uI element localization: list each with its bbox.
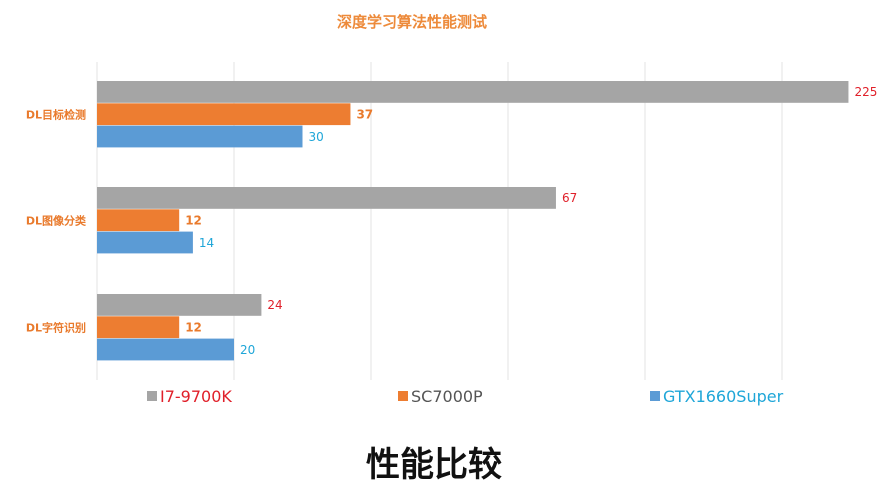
bars: 225 37 30 67 12 14 24 12 20	[97, 81, 877, 361]
data-label: 67	[562, 191, 577, 205]
data-label: 30	[309, 130, 324, 144]
legend-label: SC7000P	[411, 387, 483, 406]
bar-gtx1660super	[97, 125, 303, 148]
bar-i7-9700k	[97, 294, 262, 316]
bar-i7-9700k	[97, 187, 556, 209]
bar-sc7000p	[97, 103, 351, 126]
chart-title: 深度学习算法性能测试	[337, 13, 487, 31]
legend-item-i7-9700k: I7-9700K	[147, 387, 232, 406]
legend-swatch	[398, 391, 408, 401]
data-label: 12	[185, 213, 202, 227]
category-label: DL目标检测	[26, 107, 86, 121]
bar-gtx1660super	[97, 338, 234, 361]
data-label: 20	[240, 343, 255, 357]
data-label: 37	[356, 107, 373, 121]
legend-label: I7-9700K	[160, 387, 232, 406]
category-label: DL字符识别	[26, 320, 86, 334]
data-label: 225	[854, 85, 877, 99]
bar-sc7000p	[97, 316, 180, 339]
legend-swatch	[650, 391, 660, 401]
legend-item-sc7000p: SC7000P	[398, 387, 483, 406]
data-label: 14	[199, 236, 214, 250]
bar-sc7000p	[97, 209, 180, 232]
data-label: 12	[185, 320, 202, 334]
legend-item-gtx1660super: GTX1660Super	[650, 387, 784, 406]
data-label: 24	[267, 298, 282, 312]
legend-swatch	[147, 391, 157, 401]
chart-caption: 性能比较	[366, 445, 502, 485]
bar-i7-9700k	[97, 81, 849, 103]
legend-label: GTX1660Super	[663, 387, 784, 406]
category-label: DL图像分类	[26, 213, 87, 227]
legend: I7-9700K SC7000P GTX1660Super	[147, 387, 784, 406]
category-labels: DL目标检测 DL图像分类 DL字符识别	[26, 107, 87, 334]
bar-gtx1660super	[97, 231, 193, 254]
